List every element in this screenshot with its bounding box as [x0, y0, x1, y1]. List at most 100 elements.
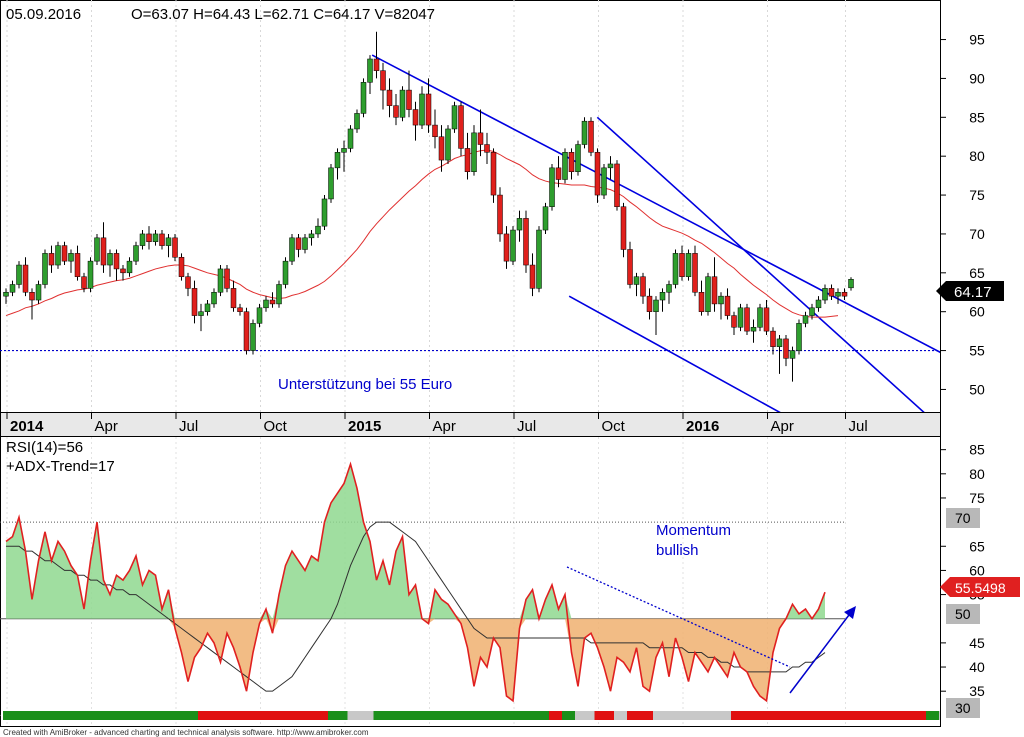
candle: [373, 31, 380, 79]
candle: [783, 335, 789, 367]
candle: [386, 78, 393, 118]
rsi-line: [5, 461, 826, 703]
candle: [42, 249, 48, 289]
momentum-trendline: [566, 566, 791, 668]
candle: [295, 233, 302, 258]
candle: [152, 230, 159, 246]
candle: [464, 132, 471, 180]
candlesticks: [3, 31, 854, 382]
candle: [731, 311, 737, 336]
level-badge-70: 70: [946, 508, 980, 528]
rsi-y-tick-label: 60: [969, 562, 985, 578]
channel-line: [568, 295, 781, 412]
trend-bar-segment: [653, 711, 731, 720]
candle: [425, 78, 432, 133]
trend-channel: [371, 54, 940, 412]
rsi-y-tick-label: 45: [969, 635, 985, 651]
candle: [243, 307, 250, 355]
trend-bar-segment: [594, 711, 614, 720]
candle: [614, 160, 620, 211]
candle: [841, 288, 848, 301]
candle: [445, 125, 451, 164]
candle: [789, 346, 796, 382]
candle: [48, 245, 55, 273]
candle: [308, 230, 315, 246]
price-y-tick-label: 85: [969, 109, 985, 125]
candle: [471, 125, 477, 176]
candle: [419, 86, 425, 129]
candle: [354, 109, 360, 133]
candle: [562, 148, 568, 184]
candle: [705, 272, 711, 316]
candle: [510, 226, 516, 266]
candle: [68, 249, 74, 273]
candle: [802, 311, 809, 328]
candle: [737, 303, 744, 332]
x-tick-label: Jul: [179, 418, 198, 435]
header-date: 05.09.2016: [6, 6, 81, 23]
candle: [35, 280, 42, 304]
x-tick-label: Oct: [602, 418, 626, 435]
candle: [315, 218, 321, 238]
candle: [620, 202, 627, 258]
x-tick-label: 2016: [686, 418, 719, 435]
candle: [666, 280, 672, 304]
level-badge-50: 50: [946, 604, 980, 624]
trend-bar-segment: [562, 711, 575, 720]
candle: [406, 70, 412, 118]
channel-line: [596, 116, 925, 412]
footer-credit: Created with AmiBroker - advanced charti…: [3, 728, 369, 737]
price-y-tick-label: 90: [969, 70, 985, 86]
moving-average-line: [5, 149, 839, 318]
candle: [633, 272, 640, 297]
candle: [94, 233, 100, 266]
candle: [646, 288, 653, 320]
x-tick-label: 2014: [10, 418, 44, 435]
candle: [256, 303, 263, 328]
candle: [588, 117, 594, 157]
channel-line: [371, 54, 940, 354]
x-tick-label: Apr: [433, 418, 456, 435]
candle: [568, 148, 575, 180]
candle: [497, 187, 503, 242]
candle: [672, 249, 679, 289]
price-y-tick-label: 60: [969, 304, 985, 320]
candle: [328, 163, 334, 203]
candle: [516, 210, 523, 242]
x-tick-label: 2015: [348, 418, 381, 435]
candle: [809, 303, 815, 320]
x-tick-label: Oct: [264, 418, 288, 435]
candle: [74, 245, 81, 281]
candle: [16, 261, 22, 289]
rsi-label: RSI(14)=56: [6, 439, 83, 456]
rsi-y-tick-label: 40: [969, 659, 985, 675]
header-ohlcv: O=63.07 H=64.43 L=62.71 C=64.17 V=82047: [131, 6, 435, 23]
candle: [828, 284, 835, 301]
candle: [679, 245, 685, 281]
rsi-y-tick-label: 85: [969, 442, 985, 458]
candle: [367, 55, 373, 94]
candle: [211, 288, 217, 308]
candle: [198, 303, 204, 332]
candle: [380, 62, 386, 110]
candle: [575, 140, 581, 176]
candle: [822, 284, 828, 304]
candle: [796, 319, 802, 355]
candle: [146, 226, 152, 250]
rsi-value-badge: 55.5498: [940, 577, 1020, 597]
price-y-tick-label: 50: [969, 381, 985, 397]
candle: [659, 288, 666, 312]
candle: [120, 265, 126, 281]
x-axis-strip: [0, 412, 941, 437]
candle: [237, 303, 243, 316]
candle: [282, 257, 289, 289]
candle: [269, 292, 276, 308]
candle: [165, 233, 172, 258]
x-tick-label: Jul: [849, 418, 868, 435]
adx-label: +ADX-Trend=17: [6, 458, 115, 475]
candle: [191, 280, 198, 324]
candle: [263, 296, 269, 312]
candle: [549, 163, 555, 211]
svg-text:30: 30: [955, 700, 971, 716]
candle: [55, 241, 61, 269]
